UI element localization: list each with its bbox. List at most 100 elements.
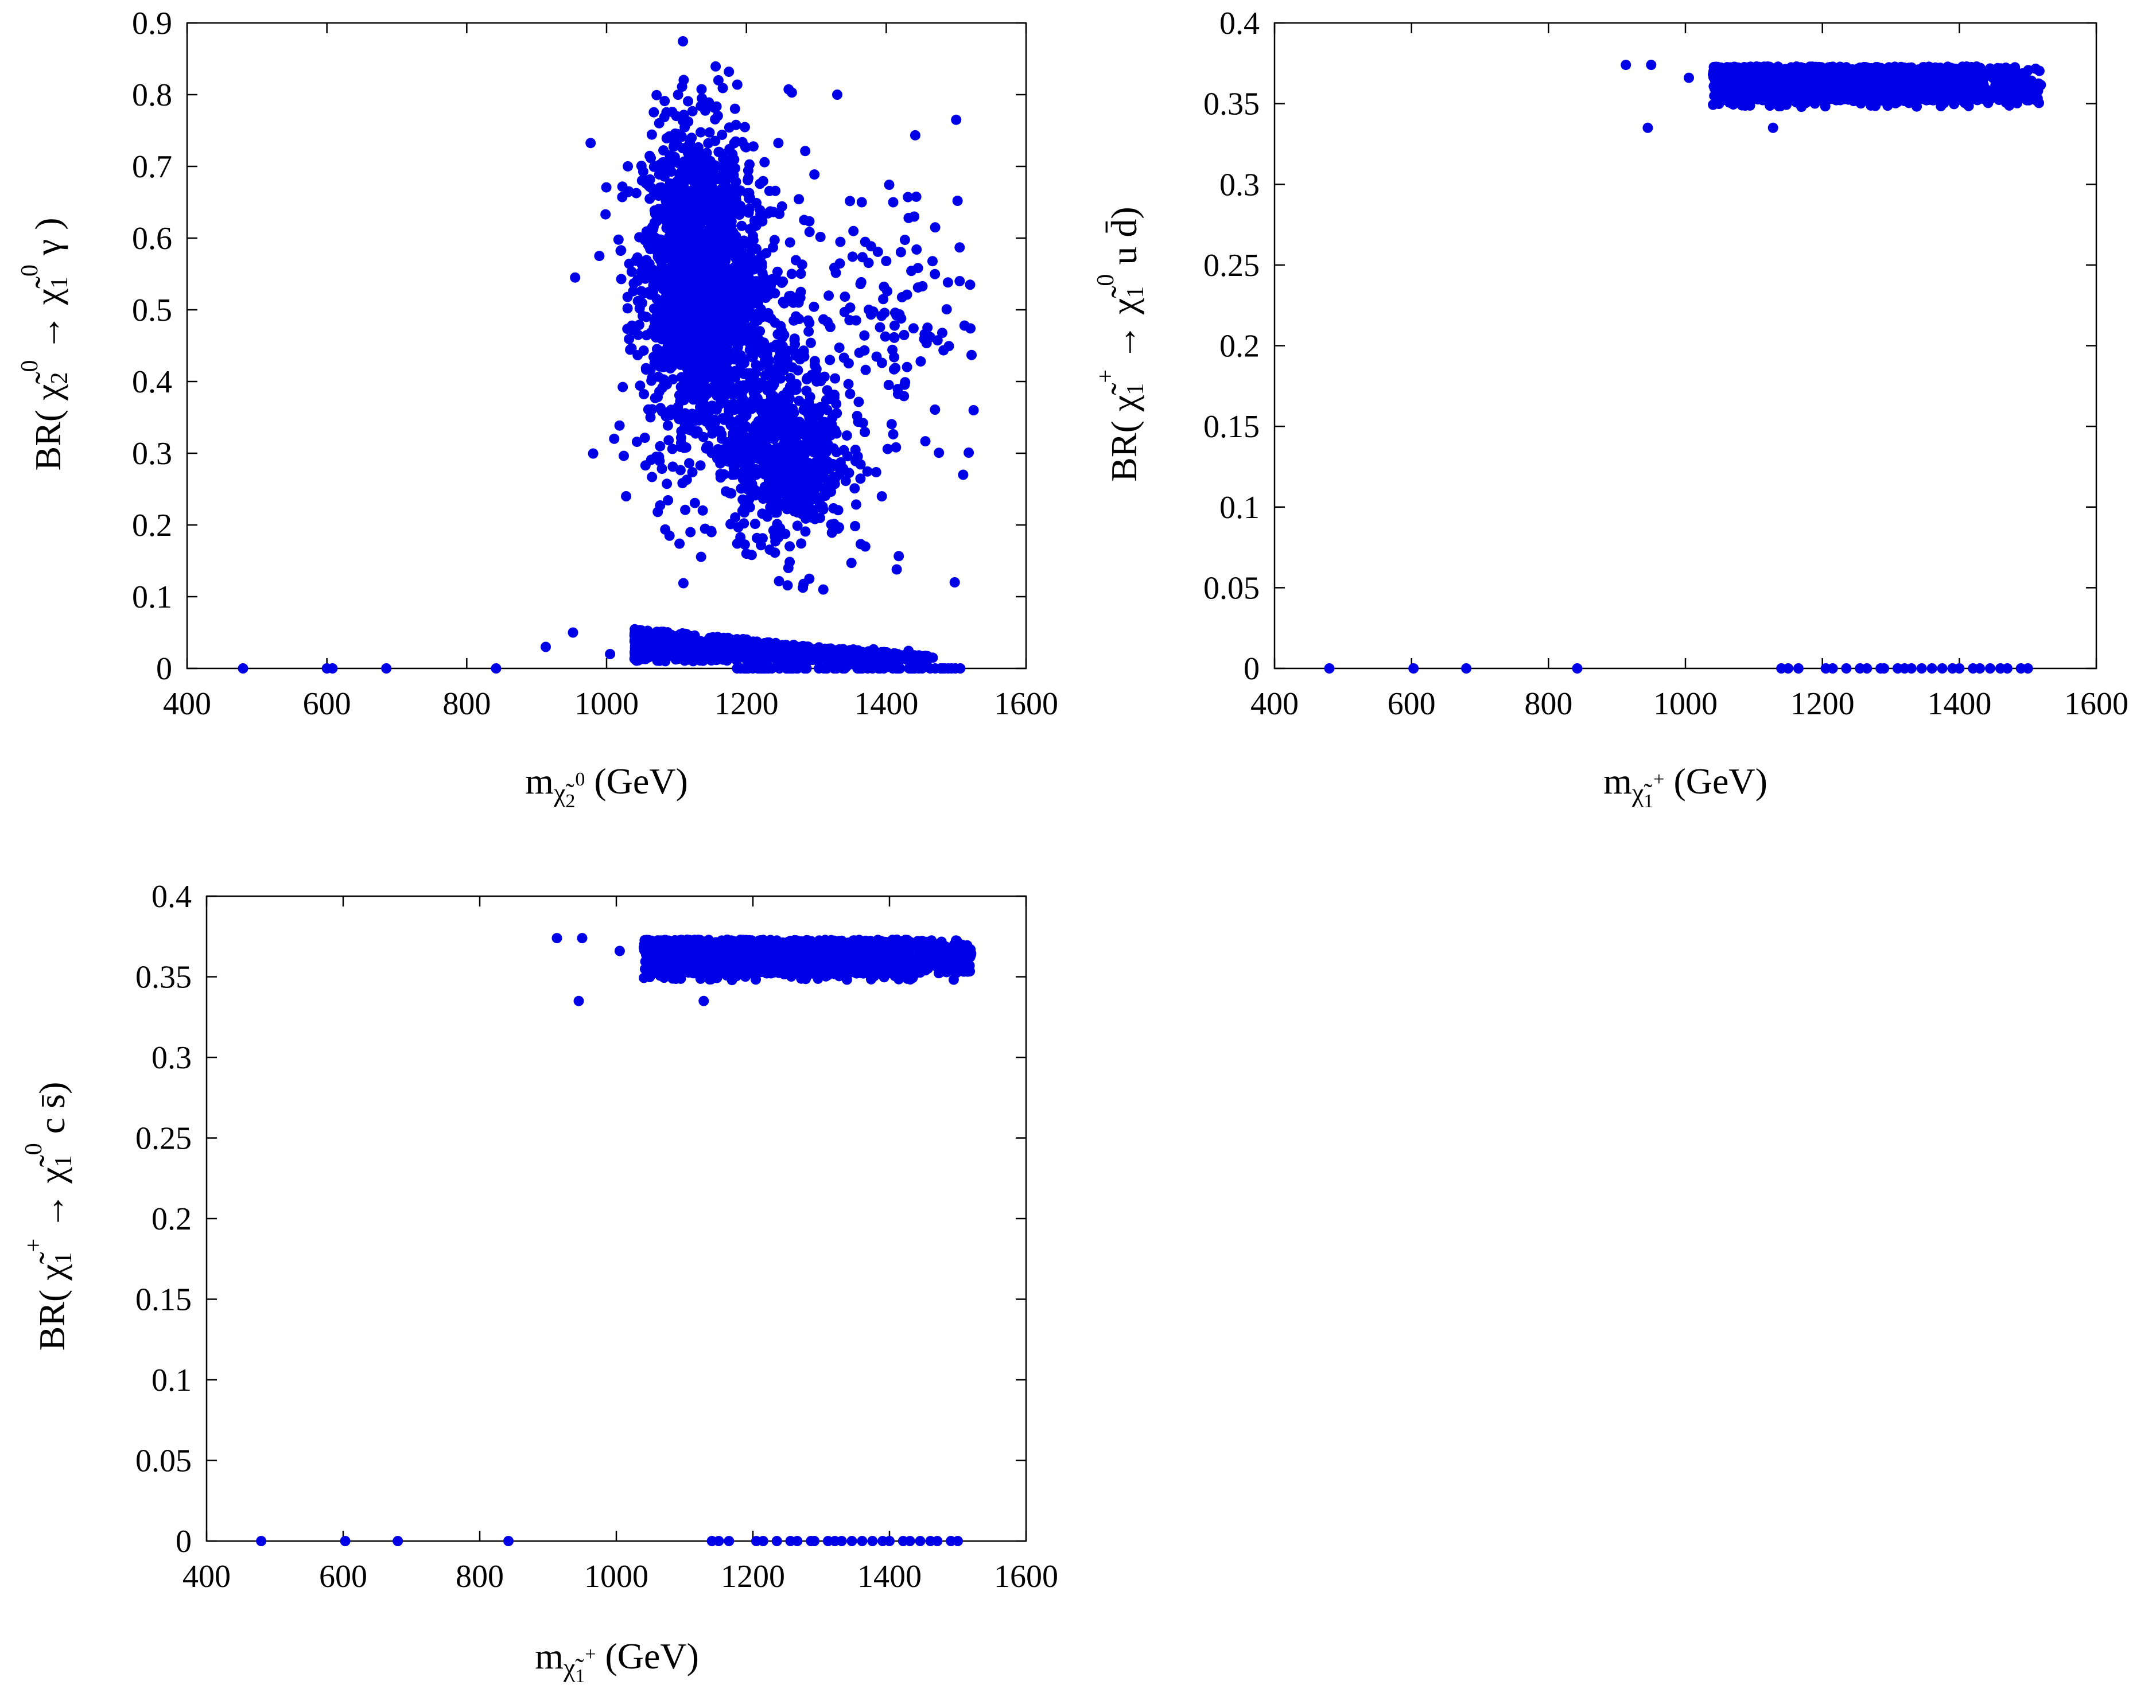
data-point: [678, 36, 689, 46]
data-point: [794, 395, 805, 406]
data-point: [876, 491, 887, 502]
data-point: [834, 258, 845, 269]
y-tick-label: 0.25: [1203, 248, 1260, 283]
data-point: [680, 504, 691, 515]
data-point: [698, 431, 709, 442]
data-point: [696, 551, 706, 562]
data-point: [829, 392, 840, 403]
plot-frame: [1273, 22, 2097, 670]
data-point: [654, 452, 665, 462]
data-point: [726, 220, 737, 231]
data-point: [941, 304, 952, 315]
data-point: [873, 663, 884, 674]
data-point: [327, 663, 338, 674]
data-point: [759, 469, 770, 480]
data-point: [782, 580, 793, 591]
data-point: [860, 427, 871, 437]
y-tick-label: 0.1: [132, 579, 172, 615]
data-point: [624, 334, 635, 344]
data-point: [798, 582, 809, 593]
data-point: [880, 331, 891, 342]
data-point: [689, 497, 700, 508]
data-point: [658, 145, 669, 156]
data-point: [850, 521, 861, 531]
data-point: [724, 325, 735, 336]
data-point: [796, 538, 807, 549]
data-point: [871, 467, 881, 477]
data-point: [721, 388, 732, 399]
data-point: [886, 419, 897, 430]
x-tick-label: 1400: [854, 686, 918, 722]
data-point: [670, 254, 681, 265]
data-point: [937, 663, 947, 674]
data-point: [909, 211, 920, 222]
data-point: [809, 360, 820, 371]
data-point: [755, 205, 766, 216]
data-point: [683, 96, 693, 107]
data-point: [616, 274, 627, 285]
data-point: [621, 491, 632, 501]
data-point: [835, 236, 846, 247]
data-point: [658, 374, 669, 385]
x-tick-label: 400: [163, 686, 211, 722]
data-point: [673, 354, 683, 365]
data-point: [762, 442, 773, 453]
data-point: [725, 420, 736, 431]
data-point: [641, 330, 652, 341]
data-point: [853, 663, 864, 674]
data-point: [690, 376, 701, 387]
data-point: [656, 165, 667, 176]
x-tick-label: 1000: [1653, 686, 1718, 722]
data-point: [721, 367, 732, 378]
data-point: [801, 386, 812, 396]
data-point: [752, 315, 763, 326]
data-point: [749, 519, 760, 530]
data-point: [902, 289, 912, 300]
data-point: [706, 527, 717, 538]
data-point: [695, 460, 706, 471]
data-point: [718, 268, 729, 279]
data-point: [710, 135, 721, 146]
data-point: [835, 457, 846, 468]
y-tick-label: 0.1: [1219, 490, 1260, 526]
y-tick-label: 0.2: [1219, 329, 1260, 364]
data-point: [856, 197, 867, 208]
data-point: [632, 645, 643, 656]
data-point: [702, 358, 713, 368]
data-point: [666, 629, 677, 640]
data-point: [638, 345, 649, 356]
data-point: [887, 344, 898, 355]
data-point: [741, 312, 752, 323]
data-point: [711, 238, 722, 249]
y-tick-label: 0.3: [132, 436, 172, 472]
data-point: [743, 322, 754, 333]
data-point: [767, 492, 778, 503]
data-point: [684, 263, 695, 273]
data-point: [662, 420, 673, 431]
data-point: [767, 274, 778, 285]
data-point: [645, 289, 656, 300]
data-point: [709, 424, 720, 435]
data-point: [692, 304, 703, 314]
data-point: [678, 383, 689, 394]
data-point: [895, 247, 906, 258]
data-point: [766, 313, 776, 324]
data-point: [888, 197, 899, 208]
data-point: [678, 110, 689, 120]
data-point: [782, 647, 793, 658]
data-point: [828, 653, 839, 664]
data-point: [664, 530, 675, 541]
data-point: [684, 458, 694, 469]
data-point: [915, 356, 926, 367]
data-point: [238, 663, 248, 674]
data-point: [695, 188, 706, 199]
data-point: [657, 382, 668, 393]
y-tick-label: 0.6: [132, 221, 172, 256]
data-point: [779, 408, 790, 419]
data-point: [687, 355, 698, 365]
data-point: [624, 258, 635, 269]
data-point: [784, 237, 795, 248]
data-point: [795, 269, 806, 279]
data-point: [491, 663, 502, 674]
data-point: [752, 532, 762, 543]
